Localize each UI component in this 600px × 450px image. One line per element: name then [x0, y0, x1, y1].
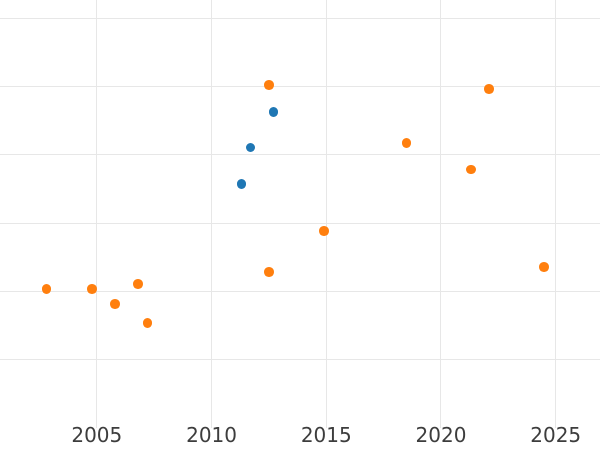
blue-series-point	[268, 107, 279, 117]
x-tick-label: 2025	[530, 423, 582, 447]
x-gridline	[325, 0, 327, 428]
y-gridline	[0, 154, 600, 156]
x-gridline	[440, 0, 442, 428]
orange-series-point	[133, 279, 143, 289]
x-tick-label: 2010	[186, 423, 237, 447]
x-gridline	[96, 0, 98, 428]
x-gridline	[210, 0, 212, 428]
blue-series-point	[245, 142, 256, 153]
y-gridline	[0, 359, 600, 361]
orange-series-point	[87, 284, 97, 294]
y-gridline	[0, 86, 600, 88]
orange-series-point	[539, 262, 549, 272]
y-gridline	[0, 18, 600, 19]
x-gridline	[554, 0, 556, 428]
orange-series-point	[401, 138, 412, 148]
orange-series-point	[264, 80, 274, 90]
orange-series-point	[264, 267, 274, 277]
orange-series-point	[466, 164, 476, 175]
orange-series-point	[319, 226, 329, 236]
blue-series-point	[236, 179, 247, 189]
orange-series-point	[142, 318, 153, 328]
y-gridline	[0, 222, 600, 224]
x-tick-label: 2005	[71, 423, 123, 447]
y-gridline	[0, 290, 600, 292]
x-tick-label: 2020	[415, 423, 467, 447]
x-tick-label: 2015	[300, 423, 352, 447]
orange-series-point	[110, 299, 120, 309]
orange-series-point	[484, 84, 494, 94]
orange-series-point	[41, 284, 52, 294]
plot-area	[0, 0, 600, 428]
